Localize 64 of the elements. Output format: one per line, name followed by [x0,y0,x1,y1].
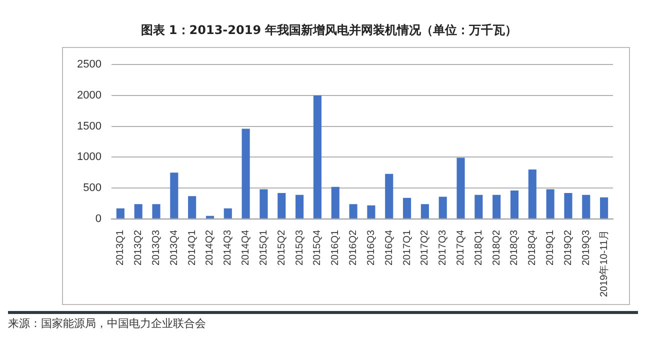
x-tick-label: 2019年10-11月 [598,230,610,298]
x-tick-label: 2013Q4 [168,229,180,266]
bar [385,174,394,218]
x-tick-label: 2014Q1 [186,229,198,266]
bar [420,204,429,218]
bar [438,196,447,218]
bar [313,95,322,218]
bar [456,158,465,218]
bar [564,192,572,218]
bar [510,190,519,218]
x-tick-label: 2018Q4 [527,229,538,266]
x-tick-label: 2016Q1 [330,229,342,266]
bar [296,194,304,218]
x-tick-label: 2014Q2 [204,229,216,266]
x-tick-label: 2019Q2 [562,229,574,266]
bar [492,194,501,218]
bar [116,208,124,218]
bar [600,197,608,218]
y-tick-label: 2000 [76,89,102,102]
bar [349,204,358,218]
x-tick-label: 2015Q1 [258,229,270,266]
x-tick-label: 2013Q2 [133,229,144,266]
y-tick-label: 2500 [76,58,102,71]
x-tick-label: 2015Q4 [312,229,324,266]
x-tick-label: 2014Q4 [240,229,252,266]
bar [242,128,250,218]
y-tick-label: 1000 [76,151,102,164]
x-tick-label: 2015Q3 [294,229,306,266]
bar [206,216,214,218]
bar [188,196,196,218]
x-tick-label: 2018Q1 [473,229,484,266]
x-tick-label: 2017Q4 [456,229,466,266]
bar [170,172,178,218]
x-tick-label: 2013Q3 [151,229,162,266]
bar [582,194,590,218]
x-tick-label: 2016Q2 [348,229,360,266]
x-tick-label: 2019Q1 [545,229,556,266]
bar [546,189,554,218]
x-tick-label: 2018Q3 [509,229,520,266]
bar [134,204,142,218]
x-tick-label: 2017Q1 [402,229,413,266]
y-tick-label: 0 [95,212,102,225]
x-tick-label: 2016Q4 [384,229,395,266]
bar [402,198,412,218]
y-tick-label: 1500 [76,120,102,132]
x-tick-label: 2017Q3 [438,229,449,266]
x-tick-label: 2013Q1 [115,229,126,266]
y-tick-label: 500 [83,182,102,194]
chart-title: 图表 1：2013-2019 年我国新增风电并网装机情况（单位：万千瓦） [140,22,518,39]
bar [152,204,160,218]
bar [260,189,268,218]
x-tick-label: 2019Q3 [580,229,592,266]
bar [331,186,340,218]
bar [528,170,536,218]
x-tick-label: 2016Q3 [366,229,377,266]
bar [474,194,483,218]
x-tick-label: 2014Q3 [222,229,234,266]
x-tick-label: 2018Q2 [491,229,502,266]
bar [278,192,286,218]
bar [224,208,232,218]
x-tick-label: 2015Q2 [276,229,288,266]
source-note: 来源：国家能源局，中国电力企业联合会 [8,316,207,331]
x-tick-label: 2017Q2 [420,229,431,266]
bar [367,205,376,218]
